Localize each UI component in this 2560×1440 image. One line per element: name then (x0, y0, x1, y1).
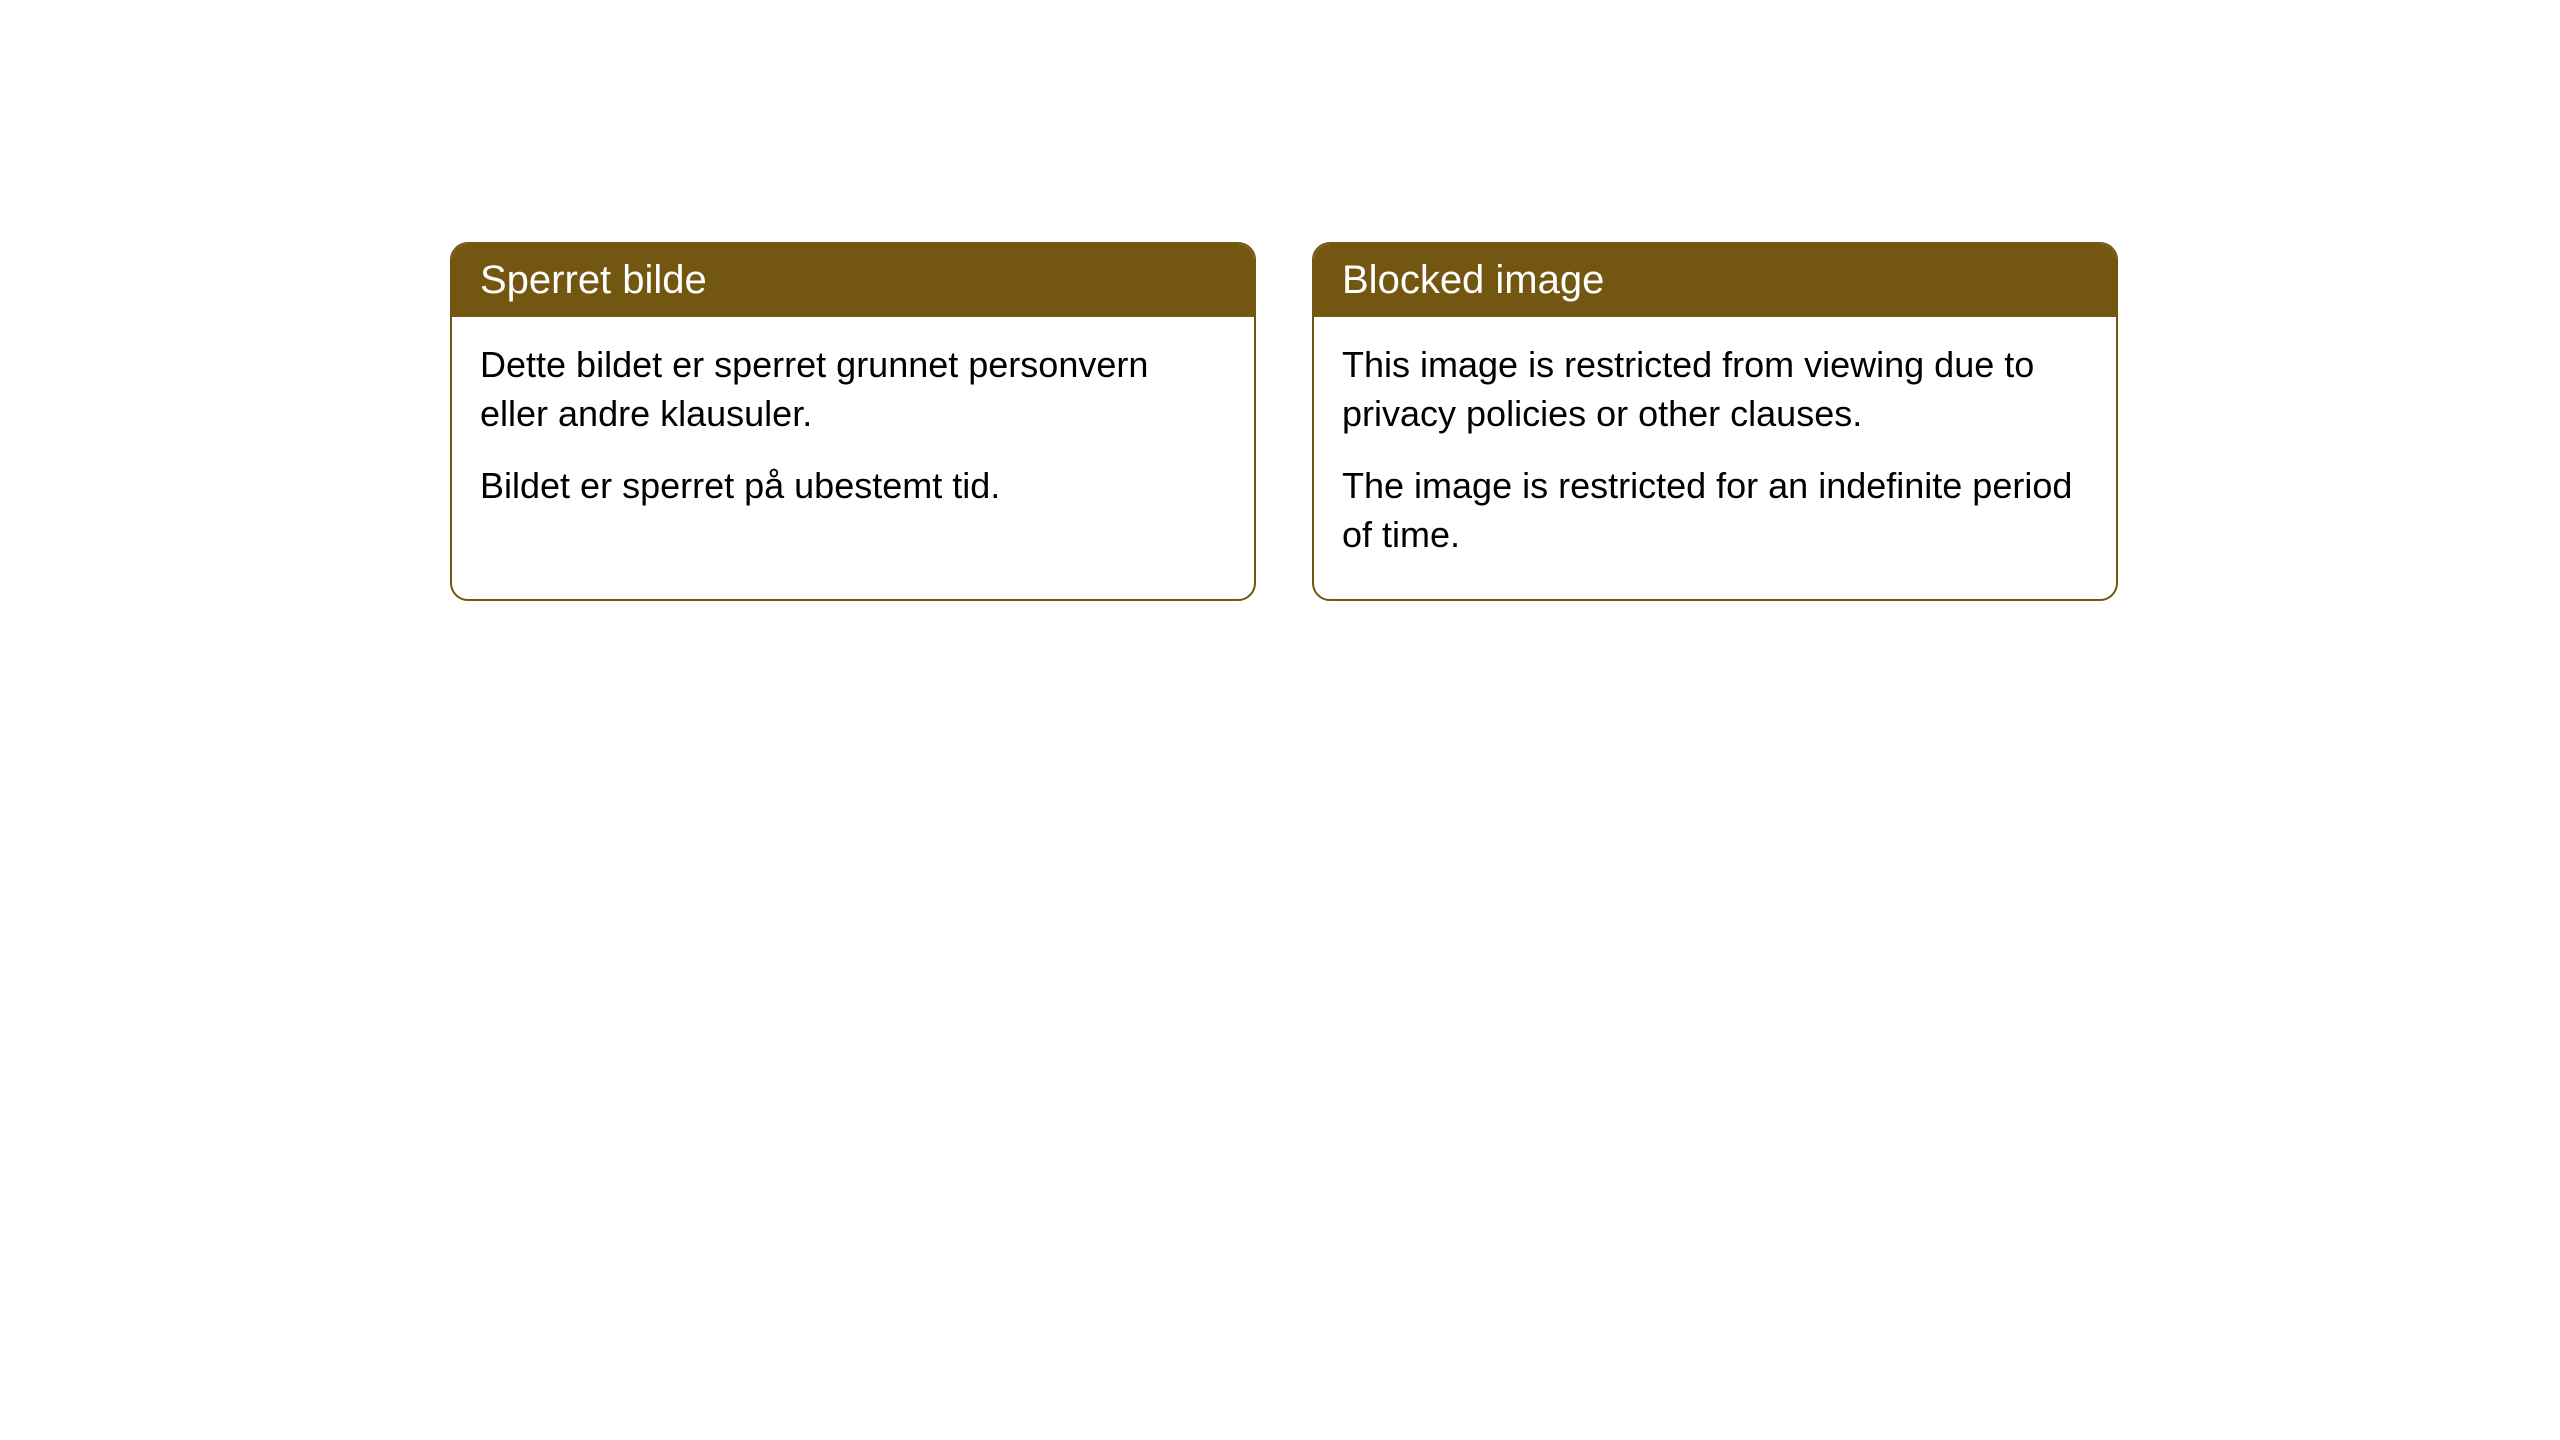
blocked-image-card-norwegian: Sperret bilde Dette bildet er sperret gr… (450, 242, 1256, 601)
card-paragraph: The image is restricted for an indefinit… (1342, 462, 2088, 559)
card-paragraph: This image is restricted from viewing du… (1342, 341, 2088, 438)
card-title: Sperret bilde (480, 258, 707, 302)
blocked-image-card-english: Blocked image This image is restricted f… (1312, 242, 2118, 601)
card-body: This image is restricted from viewing du… (1314, 317, 2116, 599)
notice-cards-container: Sperret bilde Dette bildet er sperret gr… (450, 242, 2118, 601)
card-header: Blocked image (1314, 244, 2116, 317)
card-title: Blocked image (1342, 258, 1604, 302)
card-header: Sperret bilde (452, 244, 1254, 317)
card-paragraph: Bildet er sperret på ubestemt tid. (480, 462, 1226, 511)
card-body: Dette bildet er sperret grunnet personve… (452, 317, 1254, 551)
card-paragraph: Dette bildet er sperret grunnet personve… (480, 341, 1226, 438)
